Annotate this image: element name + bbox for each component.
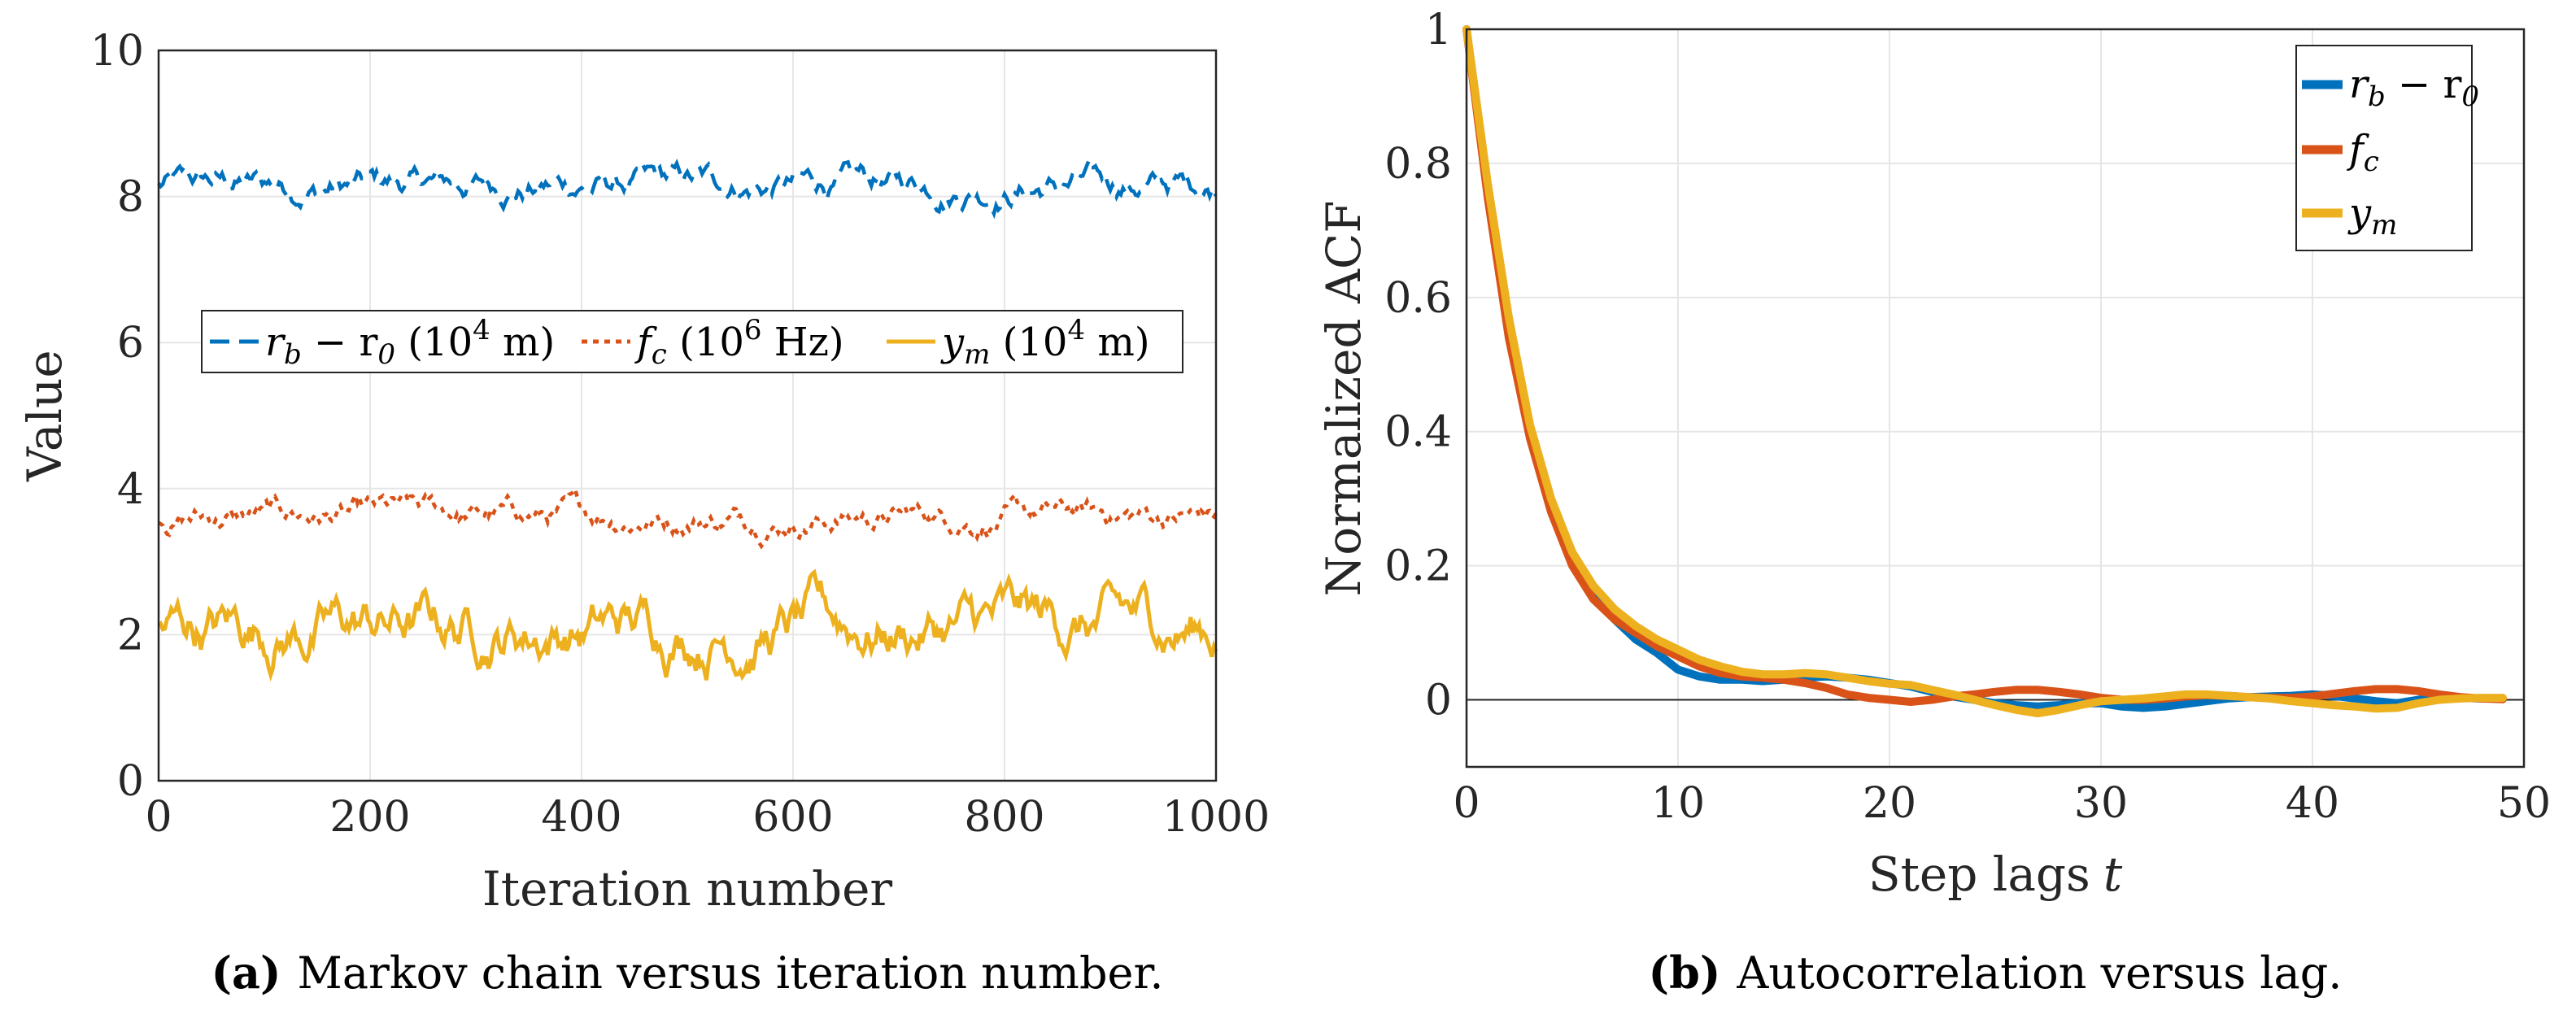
panel-b-ytick-label: 1 <box>1425 6 1452 54</box>
panel-a-series-line-2 <box>157 568 1218 682</box>
panel-a-background <box>159 50 1216 781</box>
panel-b-xtick-label: 20 <box>1863 779 1916 828</box>
panel-a-xtick-label: 400 <box>541 793 621 842</box>
panel-a-xlabel: Iteration number <box>482 861 893 917</box>
panel-b-ylabel: Normalized ACF <box>1316 200 1371 596</box>
legend-a-label-r: rb − r0 (104 m) <box>265 314 555 371</box>
legend-b-label-r: rb − r0 <box>2349 62 2479 113</box>
panel-a-legend: rb − r0 (104 m) fc (106 Hz) ym (104 m) <box>201 310 1183 373</box>
panel-b-ytick-label: 0.8 <box>1384 140 1452 189</box>
panel-a-xtick-label: 1000 <box>1162 793 1270 842</box>
panel-b-series-line-1 <box>1462 25 2507 706</box>
panel-a-ylabel: Value <box>17 350 72 481</box>
panel-b-ticks: 0 10 20 30 40 50 0 0.2 0.4 0.6 0.8 1 <box>1384 6 2551 828</box>
panel-a-ytick-label: 6 <box>117 319 144 368</box>
panel-a-ytick-label: 0 <box>117 757 144 806</box>
panel-a: 0 200 400 600 800 1000 0 2 4 6 8 10 Iteration numbe… <box>17 27 1270 999</box>
panel-a-frame <box>157 49 1218 782</box>
panel-a-ytick-label: 8 <box>117 173 144 222</box>
panel-b-xlabel: Step lags t <box>1868 847 2123 902</box>
panel-b-xtick-label: 40 <box>2286 779 2339 828</box>
panel-b-legend: rb − r0 fc ym <box>2295 45 2479 251</box>
panel-a-xtick-label: 0 <box>145 793 172 842</box>
panel-b: 0 10 20 30 40 50 0 0.2 0.4 0.6 0.8 1 Step lags t Nor… <box>1316 6 2551 999</box>
panel-b-frame <box>1465 28 2526 769</box>
panel-a-caption: (a) Markov chain versus iteration number. <box>211 947 1163 999</box>
legend-a-label-y: ym (104 m) <box>940 314 1150 371</box>
panel-b-series-line-2 <box>1462 25 2507 717</box>
panel-b-ytick-label: 0.4 <box>1384 408 1452 457</box>
panel-b-caption: (b) Autocorrelation versus lag. <box>1649 947 2343 999</box>
panel-a-series <box>157 154 1218 682</box>
panel-a-xtick-label: 600 <box>752 793 833 842</box>
panel-a-series-line-1 <box>157 484 1218 550</box>
panel-b-ytick-label: 0.6 <box>1384 274 1452 323</box>
legend-b-label-f: fc <box>2347 127 2379 178</box>
panel-b-xtick-label: 10 <box>1651 779 1705 828</box>
panel-a-xtick-label: 200 <box>329 793 410 842</box>
panel-b-ytick-label: 0.2 <box>1384 542 1452 591</box>
panel-a-xtick-label: 800 <box>964 793 1044 842</box>
panel-b-xtick-label: 50 <box>2497 779 2551 828</box>
panel-b-ytick-label: 0 <box>1425 677 1452 725</box>
panel-a-ytick-label: 4 <box>117 465 144 514</box>
legend-a-label-f: fc (106 Hz) <box>634 314 844 371</box>
panel-a-ticks: 0 200 400 600 800 1000 0 2 4 6 8 10 <box>90 27 1270 842</box>
panel-a-legend-box <box>201 310 1183 373</box>
panel-b-xtick-label: 0 <box>1453 779 1480 828</box>
panel-b-xtick-label: 30 <box>2074 779 2128 828</box>
panel-a-ytick-label: 10 <box>90 27 144 76</box>
legend-b-label-y: ym <box>2347 190 2397 242</box>
panel-a-ytick-label: 2 <box>117 611 144 660</box>
panel-b-series <box>1462 25 2507 717</box>
panel-a-series-line-0 <box>157 154 1218 220</box>
